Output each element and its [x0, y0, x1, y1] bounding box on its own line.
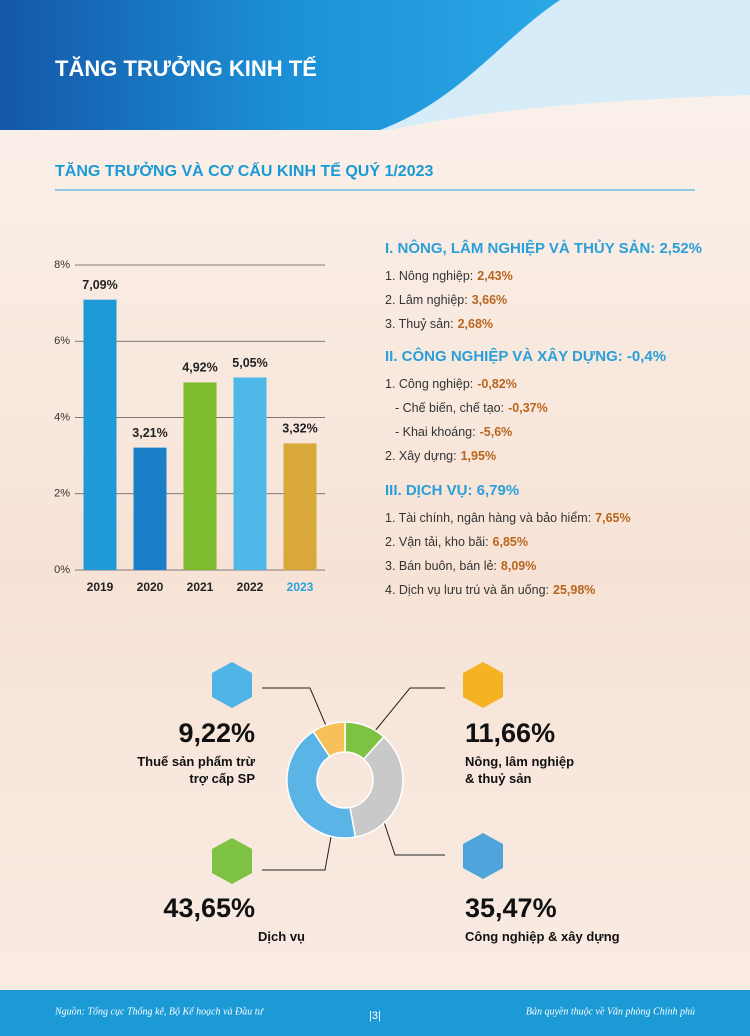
page-number: |3|	[369, 1010, 381, 1022]
hex-icon	[463, 662, 503, 708]
connector	[262, 687, 331, 736]
item-value: 7,65%	[595, 511, 631, 525]
sector: I. NÔNG, LÂM NGHIỆP VÀ THỦY SẢN: 2,52% 1.…	[385, 240, 745, 337]
header-title: TĂNG TRƯỞNG KINH TẾ	[55, 56, 317, 81]
sector-item: 1. Tài chính, ngân hàng và bảo hiểm: 7,65…	[385, 507, 745, 531]
donut-label: 43,65% Dịch vụ	[105, 893, 305, 945]
x-tick-label: 2022	[237, 580, 264, 594]
item-label: 2. Lâm nghiệp:	[385, 293, 468, 307]
item-value: -5,6%	[479, 425, 513, 439]
item-value: 25,98%	[553, 583, 596, 597]
section-title: TĂNG TRƯỞNG VÀ CƠ CẤU KINH TẾ QUÝ 1/2023	[55, 161, 434, 180]
bar	[233, 377, 267, 570]
item-label: 1. Tài chính, ngân hàng và bảo hiểm:	[385, 511, 592, 525]
donut-slice	[286, 730, 357, 839]
donut-slice	[349, 735, 404, 838]
item-label: 1. Công nghiệp:	[385, 377, 474, 391]
y-tick-label: 0%	[54, 564, 70, 576]
icons	[212, 662, 503, 884]
donut-category-label: Nông, lâm nghiệp & thuỷ sản	[465, 754, 575, 786]
connector	[369, 687, 445, 738]
item-label: 3. Bán buôn, bán lẻ:	[385, 559, 497, 573]
connector	[379, 809, 445, 856]
item-value: 6,85%	[492, 535, 528, 549]
sector-item: 1. Nông nghiệp: 2,43%	[385, 265, 745, 289]
header-band	[0, 0, 560, 130]
item-value: -0,37%	[508, 401, 548, 415]
sector-item: - Khai khoáng: -5,6%	[385, 421, 745, 445]
item-label: - Khai khoáng:	[395, 425, 476, 439]
hex-icon	[212, 838, 252, 884]
bar	[183, 382, 217, 570]
y-tick-label: 8%	[54, 259, 70, 271]
item-value: 8,09%	[500, 559, 537, 573]
y-tick-label: 6%	[54, 335, 70, 347]
bar	[83, 299, 117, 570]
item-label: 3. Thuỷ sản:	[385, 317, 454, 331]
item-value: 2,68%	[457, 317, 494, 331]
x-tick-label: 2019	[87, 580, 114, 594]
item-label: 1. Nông nghiệp:	[385, 269, 474, 283]
x-tick-label: 2021	[187, 580, 214, 594]
sector-title: III. DỊCH VỤ: 6,79%	[385, 482, 520, 499]
y-tick-label: 2%	[54, 488, 70, 500]
donut-value-label: 11,66%	[465, 718, 556, 748]
sector: II. CÔNG NGHIỆP VÀ XÂY DỰNG: -0,4% 1. Côn…	[385, 348, 745, 469]
item-value: 1,95%	[460, 449, 497, 463]
item-label: 2. Xây dựng:	[385, 449, 457, 463]
sector-title: I. NÔNG, LÂM NGHIỆP VÀ THỦY SẢN: 2,52%	[385, 240, 702, 257]
x-tick-label: 2020	[137, 580, 164, 594]
donut-value-label: 35,47%	[465, 893, 557, 923]
item-label: 4. Dịch vụ lưu trú và ăn uống:	[385, 583, 550, 597]
connectors	[262, 687, 445, 871]
sector-item: 2. Vận tải, kho bãi: 6,85%	[385, 531, 745, 555]
item-label: 2. Vận tải, kho bãi:	[385, 535, 489, 549]
donut-value-label: 9,22%	[178, 718, 255, 748]
item-value: 2,43%	[477, 269, 513, 283]
value-label: 5,05%	[232, 356, 267, 370]
donut-label: 11,66% Nông, lâm nghiệp & thuỷ sản	[465, 718, 615, 787]
bar	[133, 447, 167, 570]
sector-item: 2. Lâm nghiệp: 3,66%	[385, 289, 745, 313]
donut-category-label: Thuế sản phẩm trừ trợ cấp SP	[137, 754, 255, 786]
value-label: 3,32%	[282, 422, 317, 436]
bar	[283, 443, 317, 570]
sector-item: 3. Bán buôn, bán lẻ: 8,09%	[385, 555, 745, 579]
value-label: 7,09%	[82, 278, 117, 292]
sector-title: II. CÔNG NGHIỆP VÀ XÂY DỰNG: -0,4%	[385, 348, 667, 365]
item-value: 3,66%	[471, 293, 508, 307]
donut-category-label: Công nghiệp & xây dựng	[465, 929, 620, 944]
donut-value-label: 43,65%	[163, 893, 255, 923]
item-value: -0,82%	[477, 377, 517, 391]
value-label: 3,21%	[132, 426, 167, 440]
sector-item: 1. Công nghiệp: -0,82%	[385, 373, 745, 397]
footer-copyright: Bản quyền thuộc về Văn phòng Chính phủ	[526, 1006, 695, 1017]
value-label: 4,92%	[182, 361, 217, 375]
sector-item: 2. Xây dựng: 1,95%	[385, 445, 745, 469]
sector-item: - Chế biến, chế tạo: -0,37%	[385, 397, 745, 421]
hex-icon	[212, 662, 252, 708]
sector-item: 4. Dịch vụ lưu trú và ăn uống: 25,98%	[385, 579, 745, 603]
x-tick-label: 2023	[287, 580, 314, 594]
donut-label: 9,22% Thuế sản phẩm trừ trợ cấp SP	[105, 718, 255, 787]
footer-source: Nguồn: Tổng cục Thống kê, Bộ Kế hoạch và…	[54, 1006, 264, 1017]
donut-slice	[312, 721, 346, 758]
sector-item: 3. Thuỷ sản: 2,68%	[385, 313, 745, 337]
item-label: - Chế biến, chế tạo:	[395, 401, 505, 415]
y-tick-label: 4%	[54, 411, 70, 423]
footer-band	[0, 990, 750, 1036]
donut-category-label: Dịch vụ	[258, 929, 305, 944]
hex-icon	[463, 833, 503, 879]
donut-label: 35,47% Công nghiệp & xây dựng	[465, 893, 620, 945]
sector: III. DỊCH VỤ: 6,79% 1. Tài chính, ngân hà…	[385, 482, 745, 603]
